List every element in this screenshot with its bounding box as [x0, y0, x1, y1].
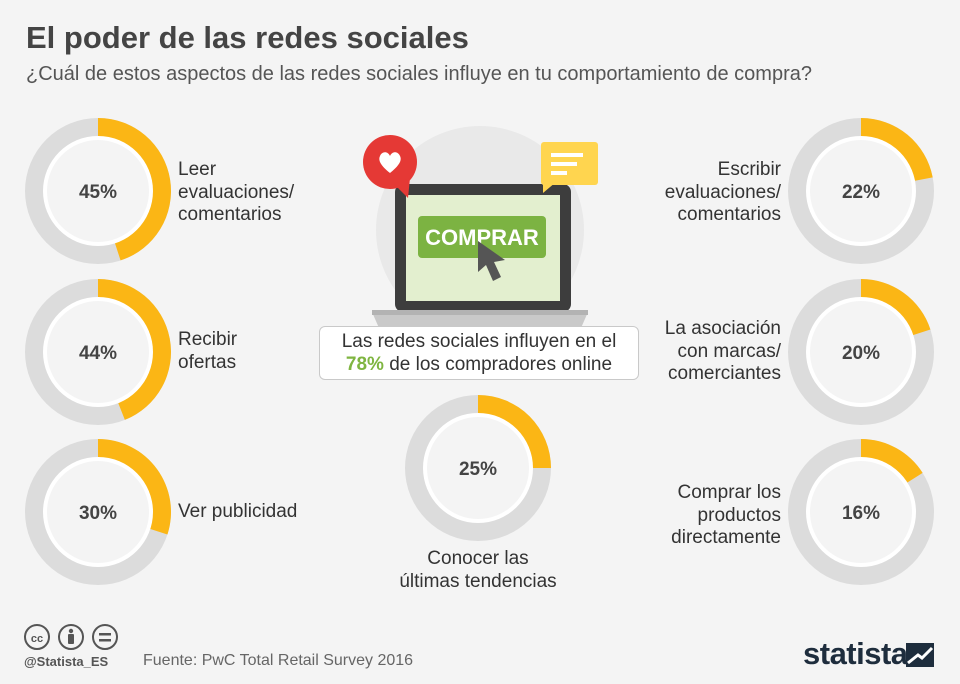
donut-hole — [47, 140, 149, 242]
donut-chart-asociacion-marcas: 20% — [788, 279, 934, 430]
donut-hole — [810, 461, 912, 563]
donut-hole — [810, 301, 912, 403]
donut-chart-leer-evaluaciones: 45% — [25, 118, 171, 269]
donut-segment — [861, 439, 923, 485]
callout-line-2: 78% de los compradores online — [320, 353, 638, 376]
donut-value-label: 22% — [842, 182, 880, 203]
heart-bubble-icon — [363, 135, 417, 198]
category-label: Recibir ofertas — [178, 329, 238, 373]
donut-chart-comprar-directamente: 16% — [788, 439, 934, 590]
donut-chart-conocer-tendencias: 25% — [405, 395, 551, 546]
by-icon — [58, 624, 84, 650]
svg-text:cc: cc — [31, 633, 43, 645]
donut-value-label: 16% — [842, 503, 880, 524]
brand-logo-text: statista — [803, 636, 908, 671]
statista-logo-icon — [906, 643, 934, 667]
donut-chart-recibir-ofertas: 44% — [25, 279, 172, 430]
callout-highlight-value: 78% — [345, 354, 384, 375]
category-label: La asociación con marcas/ comerciantes — [664, 318, 781, 384]
category-label: Leer evaluaciones/ comentarios — [178, 159, 295, 225]
callout-line-2-text: de los compradores online — [383, 354, 613, 375]
callout-line-1: Las redes sociales influyen en el — [341, 331, 617, 352]
chat-bubble-icon — [541, 142, 598, 193]
influence-callout: Las redes sociales influyen en el 78% de… — [319, 326, 639, 380]
cursor-arrow-icon — [478, 241, 505, 281]
category-label: Escribir evaluaciones/ comentarios — [664, 159, 781, 225]
chart-subtitle: ¿Cuál de estos aspectos de las redes soc… — [26, 63, 812, 85]
chart-title: El poder de las redes sociales — [26, 20, 469, 55]
donut-value-label: 25% — [459, 459, 497, 480]
donut-value-label: 20% — [842, 343, 880, 364]
category-label: Comprar los productos directamente — [671, 482, 781, 548]
donut-value-label: 44% — [79, 343, 117, 364]
category-label: Ver publicidad — [178, 501, 298, 522]
donut-value-label: 30% — [79, 503, 117, 524]
social-handle: @Statista_ES — [24, 654, 109, 669]
source-note: Fuente: PwC Total Retail Survey 2016 — [143, 652, 414, 669]
buy-button: COMPRAR — [418, 216, 546, 258]
donut-value-label: 45% — [79, 182, 117, 203]
donut-hole — [47, 301, 149, 403]
donut-chart-ver-publicidad: 30% — [25, 439, 171, 590]
donut-segment — [98, 118, 171, 261]
laptop-illustration: COMPRAR — [363, 126, 598, 328]
license-icons: cc — [24, 624, 118, 650]
donut-segment — [98, 279, 172, 420]
nd-icon — [92, 624, 118, 650]
donut-hole — [427, 417, 529, 519]
donut-hole — [47, 461, 149, 563]
donut-hole — [810, 140, 912, 242]
cc-icon: cc — [24, 624, 50, 650]
category-label: Conocer las últimas tendencias — [399, 548, 557, 592]
donut-chart-escribir-evaluaciones: 22% — [788, 118, 934, 269]
donut-segment — [861, 279, 931, 337]
